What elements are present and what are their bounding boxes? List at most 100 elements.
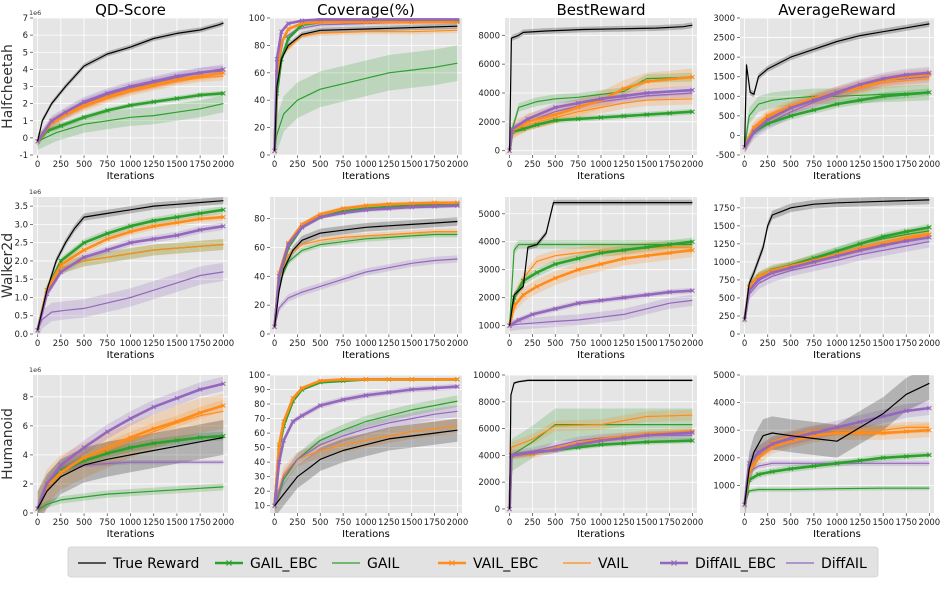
line-diffail [509, 299, 693, 327]
point-diffail-ebc [903, 72, 909, 78]
y-tick-label: 5 [23, 48, 28, 58]
x-tick-label: 0 [507, 339, 512, 349]
point-diffail-ebc [927, 235, 932, 240]
series-layer [742, 20, 932, 155]
y-tick-label: 30 [254, 473, 265, 483]
series-layer [35, 197, 226, 334]
x-tick-label: 1500 [872, 160, 894, 170]
band-true-reward [274, 418, 458, 513]
x-axis-label: Iterations [342, 171, 390, 182]
point-vail-ebc [534, 284, 540, 289]
y-tick-label: 1750 [713, 204, 735, 214]
point-vail-ebc [690, 74, 695, 80]
point-vail-ebc [81, 247, 87, 253]
x-tick-label: 0 [507, 160, 512, 170]
y-tick-label: 2.0 [14, 257, 28, 267]
point-vail-ebc [285, 26, 291, 32]
line-true-reward [744, 382, 930, 505]
y-tick-label: 3 [23, 83, 28, 93]
x-tick-label: 250 [760, 160, 776, 170]
x-tick-label: 500 [312, 339, 328, 349]
x-tick-label: 0 [35, 160, 40, 170]
x-axis-label: Iterations [577, 529, 625, 540]
series-layer [35, 20, 226, 150]
point-diffail-ebc [575, 100, 581, 106]
point-diffail-ebc [81, 445, 87, 450]
x-tick-label: 1250 [613, 518, 635, 528]
point-vail-ebc [386, 201, 392, 207]
point-gail-ebc [811, 463, 817, 469]
point-diffail-ebc [552, 105, 558, 110]
point-diffail-ebc [455, 203, 460, 209]
point-diffail-ebc [340, 397, 346, 403]
y-tick-label: 0 [260, 151, 265, 161]
x-tick-label: 2000 [682, 339, 704, 349]
band-gail-ebc [744, 451, 930, 508]
x-tick-label: 1750 [659, 339, 681, 349]
point-diffail-ebc [197, 387, 203, 392]
point-diffail-ebc [44, 481, 50, 487]
point-diffail-ebc [197, 70, 203, 76]
point-diffail-ebc [81, 99, 87, 105]
y-tick-label: 1000 [478, 322, 500, 332]
point-diffail-ebc [788, 436, 794, 441]
point-diffail-ebc [299, 18, 305, 24]
point-gail-ebc [552, 118, 558, 123]
point-diffail-ebc [927, 70, 932, 76]
legend-label-true-reward: True Reward [112, 556, 199, 572]
x-tick-label: 1500 [401, 518, 423, 528]
point-gail-ebc [104, 231, 110, 236]
x-tick-label: 250 [289, 339, 305, 349]
y-tick-label: 6000 [478, 425, 500, 435]
x-tick-label: 1250 [849, 339, 871, 349]
x-tick-label: 500 [547, 518, 563, 528]
y-tick-label: 0 [23, 134, 28, 144]
point-vail-ebc [765, 113, 771, 119]
point-gail-ebc [575, 116, 581, 122]
point-diffail-ebc [58, 269, 64, 275]
band-gail [744, 486, 930, 507]
point-vail-ebc [58, 469, 64, 475]
point-diffail-ebc [409, 204, 415, 210]
point-diffail-ebc [340, 210, 346, 216]
point-diffail-ebc [409, 18, 415, 22]
point-vail-ebc [81, 455, 87, 461]
line-vail [509, 414, 693, 510]
band-vail [37, 393, 224, 513]
point-diffail-ebc [598, 298, 604, 303]
point-diffail-ebc [525, 116, 531, 122]
x-tick-label: 250 [524, 339, 540, 349]
band-vail [509, 241, 693, 332]
point-gail-ebc [690, 109, 695, 115]
x-tick-label: 2000 [682, 518, 704, 528]
point-diffail-ebc [221, 67, 226, 72]
point-vail-ebc [903, 429, 909, 434]
x-tick-label: 1250 [143, 518, 165, 528]
point-gail-ebc [667, 110, 672, 116]
y-tick-label: 1.0 [14, 293, 28, 303]
line-diffail [274, 258, 458, 327]
point-vail-ebc [644, 253, 650, 259]
point-diffail-ebc [530, 450, 535, 456]
line-true-reward [509, 379, 693, 510]
point-diffail-ebc [927, 405, 932, 411]
point-gail-ebc [221, 90, 226, 96]
x-tick-label: 2000 [213, 339, 235, 349]
x-tick-label: 1500 [166, 518, 188, 528]
point-diffail-ebc [128, 416, 133, 421]
line-vail-ebc [36, 404, 224, 510]
y-tick-label: 0 [730, 330, 735, 340]
point-diffail-ebc [276, 273, 282, 279]
point-gail-ebc [575, 256, 581, 261]
x-tick-label: 1750 [895, 160, 917, 170]
x-tick-label: 750 [99, 160, 115, 170]
point-gail-ebc [534, 122, 540, 128]
series-layer [742, 197, 932, 326]
x-axis-label: Iterations [813, 529, 861, 540]
x-tick-label: 750 [806, 160, 822, 170]
point-gail-ebc [534, 270, 540, 275]
y-tick-label: 3000 [478, 266, 500, 276]
x-tick-label: 1000 [590, 518, 612, 528]
point-diffail-ebc [667, 289, 672, 295]
x-tick-label: 250 [53, 160, 69, 170]
